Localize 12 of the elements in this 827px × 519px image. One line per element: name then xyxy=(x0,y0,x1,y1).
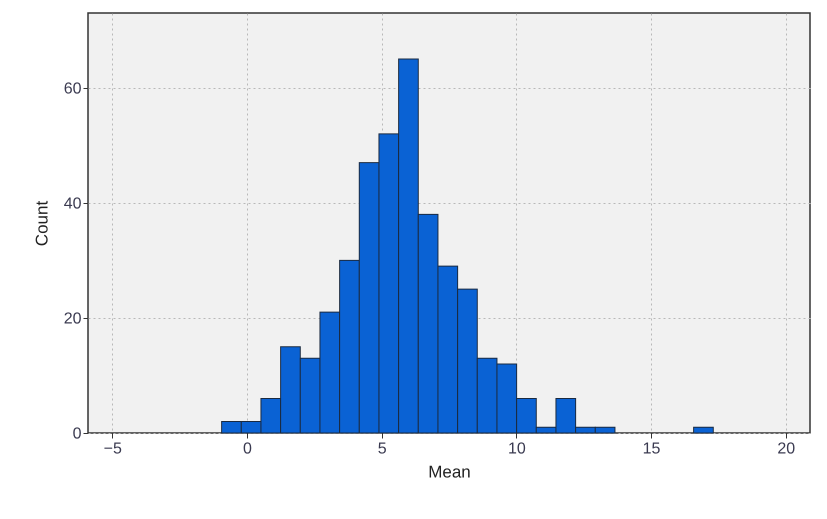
y-tick-label: 40 xyxy=(64,195,82,212)
y-tick-label: 0 xyxy=(72,426,82,442)
x-tick-label: 15 xyxy=(642,440,661,458)
y-tick-label: 20 xyxy=(64,310,82,328)
x-tick-label: −5 xyxy=(104,440,122,458)
y-axis-title: Count xyxy=(32,200,52,246)
x-tick-label: 20 xyxy=(777,440,796,458)
x-tick-label: 10 xyxy=(508,440,526,458)
x-axis-title: Mean xyxy=(428,462,471,482)
x-tick-label: 0 xyxy=(242,440,252,458)
x-tick-label: 5 xyxy=(378,440,387,458)
y-tick-label: 60 xyxy=(64,80,82,98)
